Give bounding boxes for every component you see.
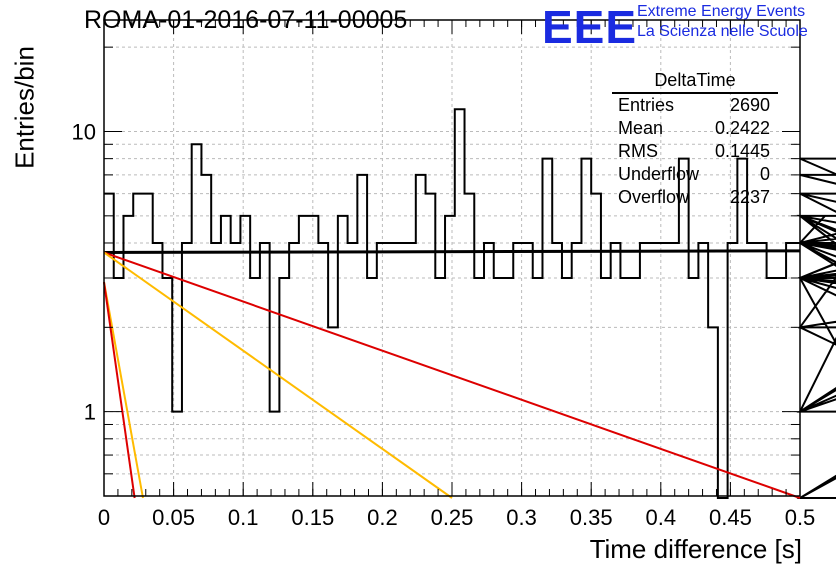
stats-row-mean: Mean 0.2422	[612, 117, 778, 140]
eee-logo: EEE	[542, 1, 638, 53]
stats-box: DeltaTime Entries 2690 Mean 0.2422 RMS 0…	[612, 68, 778, 209]
stats-value: 0	[759, 164, 770, 184]
logo-line1: Extreme Energy Events	[637, 3, 806, 20]
stats-value: 0.2422	[714, 118, 770, 138]
x-tick-label: 0	[98, 505, 110, 530]
fit-curve	[103, 281, 144, 499]
x-tick-label: 0.5	[785, 505, 816, 530]
stats-row-entries: Entries 2690	[612, 94, 778, 117]
stats-label: RMS	[618, 141, 658, 161]
fit-curve	[103, 249, 801, 254]
stats-label: Overflow	[618, 187, 690, 207]
axis-tick-labels: 0 0.05 0.1 0.15 0.2 0.25 0.3 0.35 0.4 0.45 0.5 1 10	[72, 119, 816, 530]
stats-title: DeltaTime	[612, 68, 778, 94]
axis-ticks	[103, 20, 801, 496]
chart-title: ROMA-01-2016-07-11-00005	[84, 6, 408, 34]
fit-curve	[103, 251, 453, 499]
x-tick-label: 0.1	[228, 505, 259, 530]
x-tick-label: 0.4	[646, 505, 677, 530]
x-tick-label: 0.05	[152, 505, 195, 530]
stats-value: 2690	[729, 95, 770, 115]
logo-line2: La Scienza nelle Scuole	[637, 23, 808, 40]
histogram-bars	[104, 108, 836, 499]
fit-curves	[103, 249, 801, 499]
x-axis-label: Time difference [s]	[589, 534, 802, 564]
stats-row-overflow: Overflow 2237	[612, 186, 778, 209]
x-tick-label: 0.2	[367, 505, 398, 530]
stats-row-rms: RMS 0.1445	[612, 140, 778, 163]
stats-value: 0.1445	[714, 141, 770, 161]
x-tick-label: 0.25	[431, 505, 474, 530]
stats-row-underflow: Underflow 0	[612, 163, 778, 186]
y-tick-label: 10	[72, 119, 96, 144]
stats-label: Entries	[618, 95, 675, 115]
y-tick-label: 1	[84, 400, 96, 425]
y-axis-label: Entries/bin	[9, 46, 40, 169]
stats-label: Mean	[618, 118, 664, 138]
x-tick-label: 0.15	[291, 505, 334, 530]
x-tick-label: 0.45	[709, 505, 752, 530]
x-tick-label: 0.35	[570, 505, 613, 530]
histogram-line	[104, 108, 836, 499]
stats-value: 2237	[729, 187, 770, 207]
x-tick-label: 0.3	[506, 505, 537, 530]
stats-label: Underflow	[618, 164, 700, 184]
fit-curve	[103, 281, 136, 499]
fit-curve	[103, 251, 801, 499]
